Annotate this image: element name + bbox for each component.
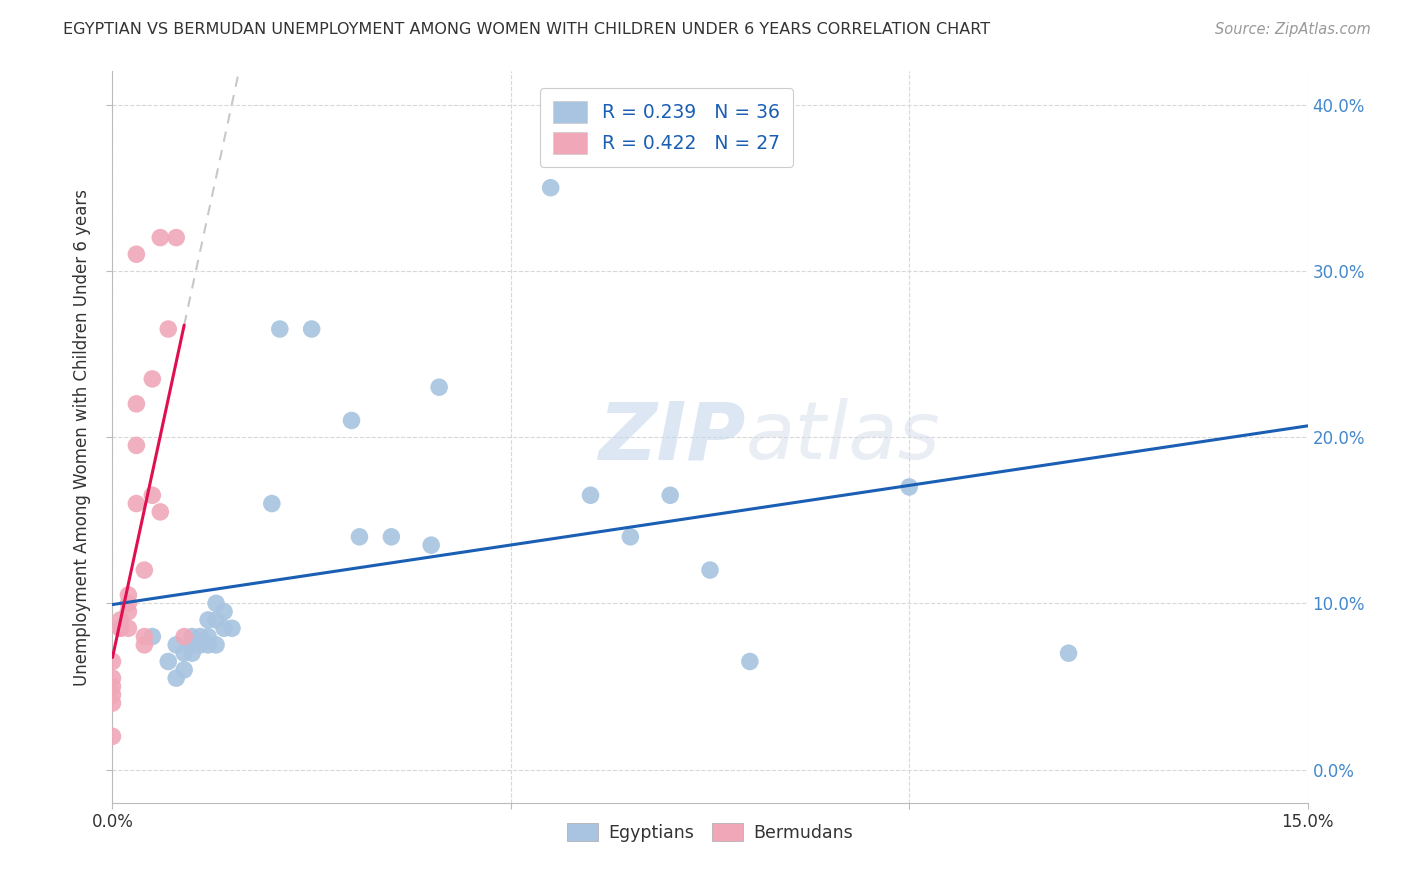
- Point: [269, 322, 291, 336]
- Point: [149, 505, 172, 519]
- Point: [125, 438, 148, 452]
- Point: [117, 588, 139, 602]
- Point: [540, 180, 562, 194]
- Point: [205, 613, 228, 627]
- Y-axis label: Unemployment Among Women with Children Under 6 years: Unemployment Among Women with Children U…: [73, 188, 91, 686]
- Point: [157, 322, 180, 336]
- Legend: Egyptians, Bermudans: Egyptians, Bermudans: [560, 816, 860, 849]
- Point: [110, 621, 132, 635]
- Point: [188, 638, 211, 652]
- Point: [125, 247, 148, 261]
- Point: [380, 530, 402, 544]
- Point: [149, 230, 172, 244]
- Text: Source: ZipAtlas.com: Source: ZipAtlas.com: [1215, 22, 1371, 37]
- Point: [427, 380, 450, 394]
- Point: [157, 655, 180, 669]
- Text: ZIP: ZIP: [599, 398, 747, 476]
- Point: [898, 480, 921, 494]
- Point: [181, 646, 204, 660]
- Point: [212, 605, 235, 619]
- Point: [125, 397, 148, 411]
- Point: [738, 655, 761, 669]
- Point: [101, 680, 124, 694]
- Point: [1057, 646, 1080, 660]
- Point: [141, 372, 163, 386]
- Point: [101, 729, 124, 743]
- Point: [205, 596, 228, 610]
- Point: [197, 638, 219, 652]
- Point: [301, 322, 323, 336]
- Point: [101, 688, 124, 702]
- Point: [205, 638, 228, 652]
- Point: [165, 638, 187, 652]
- Point: [619, 530, 641, 544]
- Point: [579, 488, 602, 502]
- Point: [110, 621, 132, 635]
- Point: [117, 621, 139, 635]
- Point: [173, 646, 195, 660]
- Point: [165, 671, 187, 685]
- Point: [221, 621, 243, 635]
- Point: [117, 596, 139, 610]
- Text: EGYPTIAN VS BERMUDAN UNEMPLOYMENT AMONG WOMEN WITH CHILDREN UNDER 6 YEARS CORREL: EGYPTIAN VS BERMUDAN UNEMPLOYMENT AMONG …: [63, 22, 990, 37]
- Point: [349, 530, 371, 544]
- Point: [101, 696, 124, 710]
- Point: [340, 413, 363, 427]
- Point: [181, 630, 204, 644]
- Point: [699, 563, 721, 577]
- Point: [125, 497, 148, 511]
- Point: [117, 605, 139, 619]
- Point: [197, 630, 219, 644]
- Point: [188, 630, 211, 644]
- Text: atlas: atlas: [747, 398, 941, 476]
- Point: [134, 630, 156, 644]
- Point: [212, 621, 235, 635]
- Point: [141, 630, 163, 644]
- Point: [173, 663, 195, 677]
- Point: [659, 488, 682, 502]
- Point: [141, 488, 163, 502]
- Point: [101, 655, 124, 669]
- Point: [110, 613, 132, 627]
- Point: [173, 630, 195, 644]
- Point: [165, 230, 187, 244]
- Point: [420, 538, 443, 552]
- Point: [260, 497, 283, 511]
- Point: [134, 563, 156, 577]
- Point: [181, 638, 204, 652]
- Point: [197, 613, 219, 627]
- Point: [101, 671, 124, 685]
- Point: [134, 638, 156, 652]
